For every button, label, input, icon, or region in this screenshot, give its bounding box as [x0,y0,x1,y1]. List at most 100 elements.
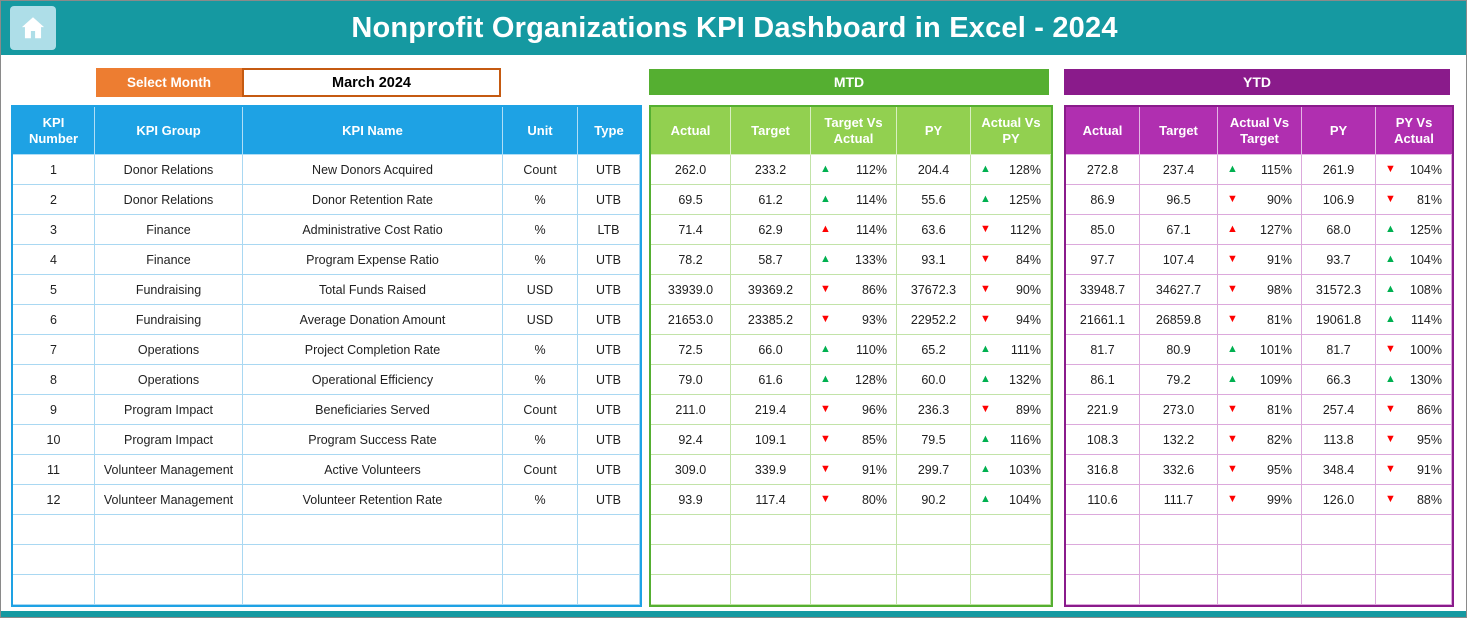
mtd-target-cell: 219.4 [731,395,811,425]
ytd-py-cell: 19061.8 [1302,305,1376,335]
up-arrow-icon: ▲ [1385,283,1396,295]
up-arrow-icon: ▲ [980,193,991,205]
mtd-py-cell: 65.2 [897,335,971,365]
mtd-target-vs-actual-cell: ▼ 91% [811,455,897,485]
home-icon [18,14,48,42]
mtd-target-vs-actual-cell: ▲ 114% [811,185,897,215]
mtd-target-vs-actual-cell: ▼ 85% [811,425,897,455]
unit-cell: Count [503,395,578,425]
percent-value: 104% [1009,492,1041,507]
empty-cell [95,575,243,605]
empty-cell [731,515,811,545]
kpi-number-cell: 3 [13,215,95,245]
mtd-target-cell: 39369.2 [731,275,811,305]
empty-cell [503,515,578,545]
ytd-actual-cell: 316.8 [1066,455,1140,485]
percent-value: 81% [1266,402,1292,417]
ytd-actual-vs-target-cell: ▼ 81% [1218,395,1302,425]
ytd-actual-vs-target-cell: ▼ 90% [1218,185,1302,215]
select-month-button[interactable]: Select Month [96,68,242,97]
column-header: Type [578,107,640,155]
column-header: PY Vs Actual [1376,107,1452,155]
down-arrow-icon: ▼ [1385,433,1396,445]
down-arrow-icon: ▼ [1385,343,1396,355]
ytd-target-cell: 237.4 [1140,155,1218,185]
empty-cell [1302,545,1376,575]
unit-cell: % [503,365,578,395]
up-arrow-icon: ▲ [980,373,991,385]
ytd-actual-vs-target-cell: ▼ 91% [1218,245,1302,275]
kpi-name-cell: Administrative Cost Ratio [243,215,503,245]
percent-value: 104% [1410,252,1442,267]
mtd-py-cell: 299.7 [897,455,971,485]
percent-value: 101% [1260,342,1292,357]
percent-value: 104% [1410,162,1442,177]
mtd-target-cell: 61.6 [731,365,811,395]
empty-cell [578,575,640,605]
column-header: KPI Number [13,107,95,155]
column-header: Target Vs Actual [811,107,897,155]
mtd-actual-vs-py-cell: ▲ 125% [971,185,1051,215]
up-arrow-icon: ▲ [1227,163,1238,175]
ytd-actual-cell: 97.7 [1066,245,1140,275]
ytd-py-cell: 81.7 [1302,335,1376,365]
kpi-group-cell: Fundraising [95,275,243,305]
percent-value: 80% [861,492,887,507]
ytd-actual-vs-target-cell: ▼ 82% [1218,425,1302,455]
unit-cell: % [503,425,578,455]
empty-cell [1066,515,1140,545]
type-cell: LTB [578,215,640,245]
up-arrow-icon: ▲ [980,163,991,175]
ytd-py-vs-actual-cell: ▲ 114% [1376,305,1452,335]
empty-cell [651,575,731,605]
mtd-actual-vs-py-cell: ▼ 94% [971,305,1051,335]
empty-cell [1218,545,1302,575]
ytd-actual-cell: 221.9 [1066,395,1140,425]
ytd-target-cell: 67.1 [1140,215,1218,245]
column-header: Actual Vs PY [971,107,1051,155]
mtd-target-cell: 109.1 [731,425,811,455]
percent-value: 85% [861,432,887,447]
home-button[interactable] [10,6,56,50]
ytd-actual-cell: 85.0 [1066,215,1140,245]
unit-cell: % [503,485,578,515]
type-cell: UTB [578,395,640,425]
down-arrow-icon: ▼ [1227,463,1238,475]
ytd-actual-cell: 110.6 [1066,485,1140,515]
mtd-actual-vs-py-cell: ▲ 111% [971,335,1051,365]
mtd-py-cell: 204.4 [897,155,971,185]
percent-value: 133% [855,252,887,267]
up-arrow-icon: ▲ [1385,313,1396,325]
empty-cell [1302,575,1376,605]
up-arrow-icon: ▲ [820,223,831,235]
mtd-actual-vs-py-cell: ▲ 104% [971,485,1051,515]
ytd-py-vs-actual-cell: ▼ 86% [1376,395,1452,425]
mtd-actual-cell: 33939.0 [651,275,731,305]
percent-value: 130% [1410,372,1442,387]
empty-cell [971,575,1051,605]
empty-cell [1140,545,1218,575]
mtd-target-cell: 117.4 [731,485,811,515]
kpi-name-cell: Active Volunteers [243,455,503,485]
up-arrow-icon: ▲ [1385,223,1396,235]
mtd-actual-cell: 69.5 [651,185,731,215]
empty-cell [95,515,243,545]
mtd-target-vs-actual-cell: ▼ 86% [811,275,897,305]
down-arrow-icon: ▼ [820,313,831,325]
up-arrow-icon: ▲ [1227,223,1238,235]
type-cell: UTB [578,275,640,305]
unit-cell: USD [503,275,578,305]
empty-cell [13,515,95,545]
type-cell: UTB [578,305,640,335]
empty-cell [651,515,731,545]
kpi-number-cell: 9 [13,395,95,425]
empty-cell [971,545,1051,575]
month-dropdown-value[interactable]: March 2024 [242,68,501,97]
ytd-py-cell: 68.0 [1302,215,1376,245]
percent-value: 112% [1009,222,1041,237]
empty-cell [1218,515,1302,545]
mtd-actual-vs-py-cell: ▼ 112% [971,215,1051,245]
mtd-target-cell: 58.7 [731,245,811,275]
mtd-target-vs-actual-cell: ▲ 112% [811,155,897,185]
empty-cell [1218,575,1302,605]
